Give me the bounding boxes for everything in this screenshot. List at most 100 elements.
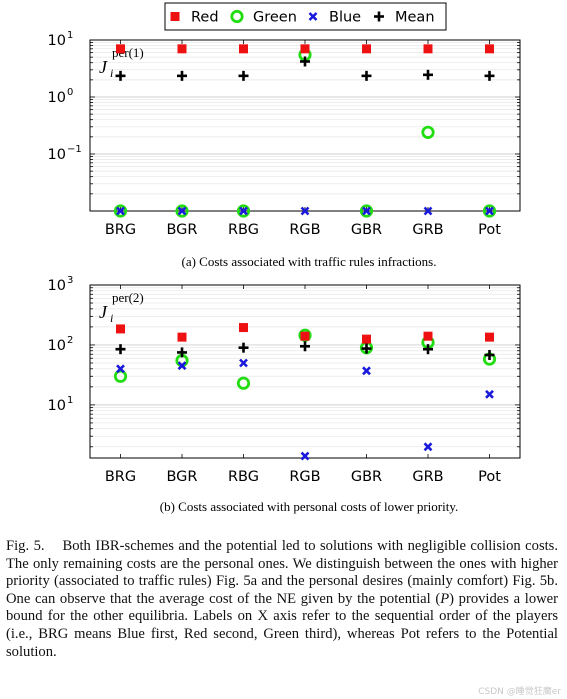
y-axis-label: J: [99, 57, 108, 77]
point-red-grb: [423, 44, 433, 54]
point-mean-pot: [484, 70, 495, 81]
point-green-gbr: [359, 204, 374, 218]
figure-caption-symbol: P: [440, 590, 450, 607]
point-mean-gbr: [361, 70, 372, 81]
y-tick-label: 10: [48, 338, 66, 354]
legend-marker-blue: [308, 12, 318, 21]
point-red-bgr: [177, 44, 187, 54]
legend-label-blue: Blue: [329, 10, 361, 26]
figure-caption: Fig. 5. Both IBR-schemes and the potenti…: [6, 538, 558, 661]
point-blue-gbr: [362, 206, 371, 216]
x-tick-label-pot: Pot: [478, 469, 501, 485]
point-mean-pot: [484, 349, 495, 360]
x-tick-label-pot: Pot: [478, 222, 501, 238]
point-mean-bgr: [177, 70, 187, 81]
legend-label-red: Red: [191, 10, 219, 26]
y-tick-label: 10: [48, 90, 66, 106]
legend: Red Green Blue Mean: [164, 2, 447, 31]
point-mean-grb: [423, 69, 433, 80]
watermark: CSDN @睡觉狂魔er: [478, 687, 561, 697]
subcaption-b: (b) Costs associated with personal costs…: [160, 499, 458, 514]
point-red-gbr: [362, 334, 371, 344]
point-red-grb: [423, 331, 433, 341]
point-blue-rgb: [300, 451, 310, 461]
point-green-grb: [421, 125, 435, 139]
legend-marker-red: [170, 12, 180, 21]
legend-marker-mean: [374, 11, 384, 22]
point-mean-brg: [115, 344, 126, 355]
y-tick-label-exp: 3: [67, 275, 73, 286]
point-red-gbr: [362, 44, 371, 54]
point-blue-gbr: [362, 366, 371, 376]
point-mean-gbr: [361, 343, 372, 354]
point-red-brg: [116, 324, 125, 334]
y-axis-label-sub: i: [110, 66, 113, 80]
y-tick-label-exp: 0: [67, 87, 73, 98]
y-tick-label-exp: −1: [67, 144, 82, 155]
y-tick-label: 10: [48, 398, 66, 414]
point-red-rgb: [300, 331, 310, 341]
y-tick-label: 10: [48, 147, 66, 163]
point-mean-rbg: [238, 342, 249, 353]
y-axis-label: J: [99, 302, 108, 322]
point-mean-rgb: [300, 56, 310, 67]
x-tick-label-rbg: RBG: [228, 222, 259, 238]
point-green-rbg: [236, 376, 251, 390]
legend-label-mean: Mean: [395, 10, 435, 26]
legend-label-green: Green: [253, 10, 297, 26]
x-tick-label-gbr: GBR: [351, 469, 382, 485]
point-green-bgr: [175, 204, 189, 218]
legend-marker-green: [230, 9, 244, 24]
figure-caption-label: Fig. 5.: [6, 538, 45, 554]
point-mean-grb: [423, 344, 433, 355]
point-green-rbg: [236, 204, 251, 218]
axes-frame: [89, 284, 521, 459]
point-blue-rbg: [239, 358, 248, 368]
point-mean-rgb: [300, 341, 310, 352]
x-tick-label-bgr: BGR: [166, 469, 197, 485]
point-green-brg: [113, 204, 128, 218]
point-red-brg: [116, 44, 125, 54]
y-tick-label-exp: 1: [67, 395, 73, 406]
subcaption-a: (a) Costs associated with traffic rules …: [182, 254, 437, 269]
y-axis-label-sub: i: [110, 311, 113, 325]
legend-box: [164, 2, 447, 31]
point-blue-brg: [116, 206, 125, 216]
point-red-bgr: [177, 332, 187, 342]
y-tick-label: 10: [48, 33, 66, 49]
point-blue-grb: [423, 442, 433, 452]
point-green-brg: [113, 369, 128, 383]
figure-caption-text-after: ) provides a lower bound for the other e…: [6, 590, 558, 660]
x-tick-label-gbr: GBR: [351, 222, 382, 238]
x-tick-label-bgr: BGR: [166, 222, 197, 238]
point-green-pot: [482, 204, 497, 218]
x-tick-label-grb: GRB: [412, 469, 443, 485]
point-blue-pot: [485, 389, 494, 399]
grid: [90, 284, 520, 448]
figure-caption-text: Both IBR-schemes and the potential led t…: [6, 538, 559, 607]
y-tick-label: 10: [48, 278, 66, 294]
point-red-rbg: [239, 323, 248, 333]
point-blue-bgr: [177, 206, 187, 216]
x-tick-label-brg: BRG: [105, 469, 136, 485]
y-tick-label-exp: 2: [67, 335, 73, 346]
point-red-pot: [485, 44, 494, 54]
y-tick-label-exp: 1: [67, 30, 73, 41]
point-mean-rbg: [238, 70, 249, 81]
point-blue-bgr: [177, 361, 187, 371]
point-blue-pot: [485, 206, 494, 216]
point-mean-bgr: [177, 347, 187, 358]
x-tick-label-rgb: RGB: [289, 222, 320, 238]
y-axis-label-sup: per(2): [112, 290, 144, 305]
point-red-rgb: [300, 44, 310, 54]
point-mean-brg: [115, 70, 126, 81]
point-blue-grb: [423, 206, 433, 216]
x-tick-label-brg: BRG: [105, 222, 136, 238]
point-blue-rbg: [239, 206, 248, 216]
point-blue-brg: [116, 364, 125, 374]
x-tick-label-rgb: RGB: [289, 469, 320, 485]
point-red-pot: [485, 332, 494, 342]
